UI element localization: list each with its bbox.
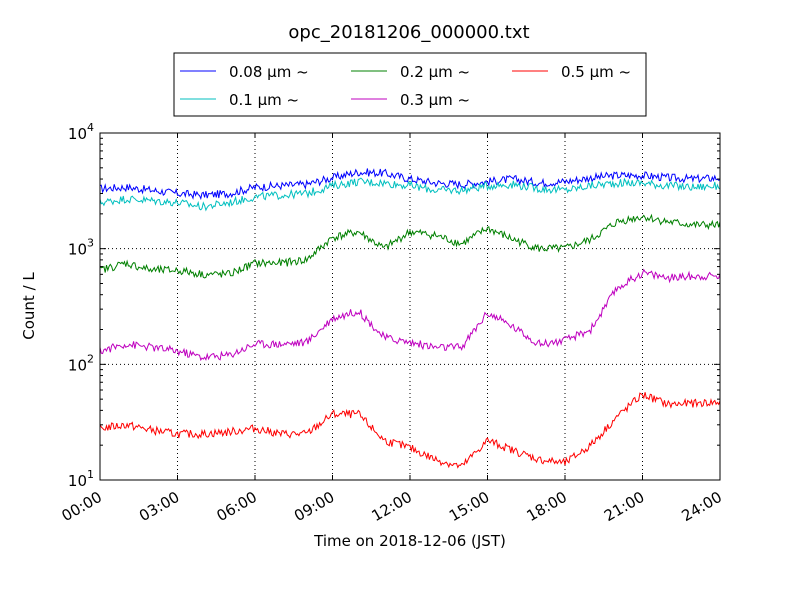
x-tick-label: 00:00 [59, 488, 105, 525]
y-tick-label: 104 [68, 121, 94, 143]
legend: 0.08 μm ~ 0.1 μm ~ 0.2 μm ~ 0.3 μm ~ 0.5 μm … [173, 52, 647, 117]
x-tick-label: 21:00 [601, 488, 647, 525]
x-tick-label: 03:00 [136, 488, 182, 525]
legend-label: 0.3 μm ~ [400, 91, 470, 109]
legend-label: 0.1 μm ~ [229, 91, 299, 109]
y-tick-label: 103 [68, 237, 94, 259]
x-tick-label: 24:00 [679, 488, 725, 525]
x-tick-label: 06:00 [214, 488, 260, 525]
series-line [99, 268, 721, 362]
chart-title: opc_20181206_000000.txt [288, 22, 529, 43]
series-line [99, 392, 721, 469]
legend-label: 0.08 μm ~ [229, 63, 309, 81]
y-axis-label: Count / L [20, 272, 38, 340]
axis-ticks: 00:00 03:00 06:00 09:00 12:00 15:00 18:00 21:00… [59, 121, 725, 525]
x-tick-label: 12:00 [369, 488, 415, 525]
legend-box [173, 52, 647, 117]
series-line [99, 213, 721, 279]
x-tick-label: 09:00 [291, 488, 337, 525]
series-line [99, 177, 721, 212]
series-lines [99, 168, 721, 469]
x-tick-label: 15:00 [446, 488, 492, 525]
legend-label: 0.5 μm ~ [561, 63, 631, 81]
y-tick-label: 101 [68, 468, 94, 490]
x-axis-label: Time on 2018-12-06 (JST) [313, 532, 506, 550]
y-tick-label: 102 [68, 352, 94, 374]
legend-label: 0.2 μm ~ [400, 63, 470, 81]
series-line [99, 168, 721, 201]
x-tick-label: 18:00 [524, 488, 570, 525]
